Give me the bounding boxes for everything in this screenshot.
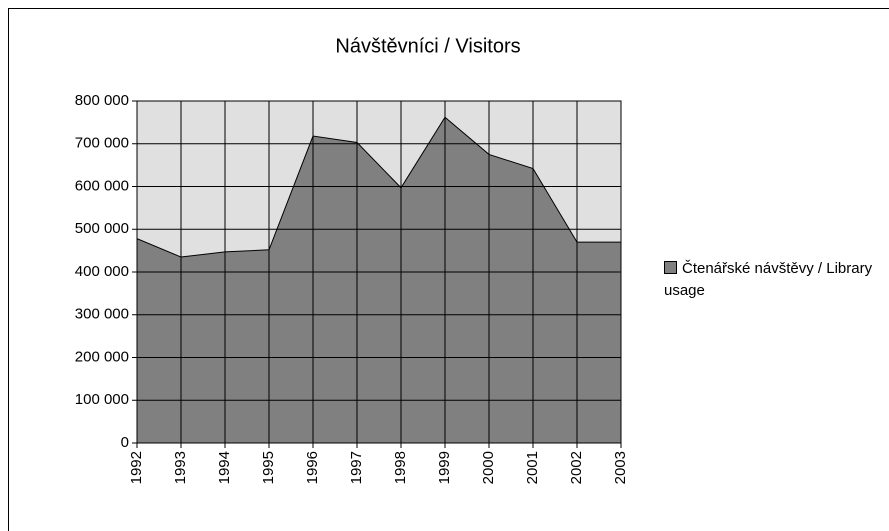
y-tick-label: 100 000 — [75, 391, 129, 408]
x-tick-label: 2000 — [480, 451, 497, 484]
y-tick-label: 500 000 — [75, 220, 129, 237]
x-tick-label: 2002 — [568, 451, 585, 484]
x-tick-label: 1997 — [348, 451, 365, 484]
y-tick-label: 200 000 — [75, 348, 129, 365]
x-tick-label: 1994 — [216, 451, 233, 484]
y-tick-label: 800 000 — [75, 92, 129, 109]
y-tick-label: 400 000 — [75, 263, 129, 280]
chart-title: Návštěvníci / Visitors — [335, 35, 520, 57]
legend: Čtenářské návštěvy / Library usage — [664, 258, 889, 302]
legend-label: Čtenářské návštěvy / Library usage — [664, 260, 873, 299]
legend-swatch — [664, 261, 677, 274]
y-tick-label: 0 — [121, 434, 129, 451]
x-tick-label: 1998 — [392, 451, 409, 484]
x-tick-label: 2001 — [524, 451, 541, 484]
x-tick-label: 1995 — [260, 451, 277, 484]
x-tick-label: 1992 — [128, 451, 145, 484]
x-tick-label: 1996 — [304, 451, 321, 484]
y-tick-label: 700 000 — [75, 135, 129, 152]
x-tick-label: 1999 — [436, 451, 453, 484]
chart-frame — [8, 8, 889, 531]
plot-border — [136, 100, 622, 444]
y-tick-label: 600 000 — [75, 177, 129, 194]
x-tick-label: 2003 — [612, 451, 629, 484]
y-tick-label: 300 000 — [75, 306, 129, 323]
x-tick-label: 1993 — [172, 451, 189, 484]
